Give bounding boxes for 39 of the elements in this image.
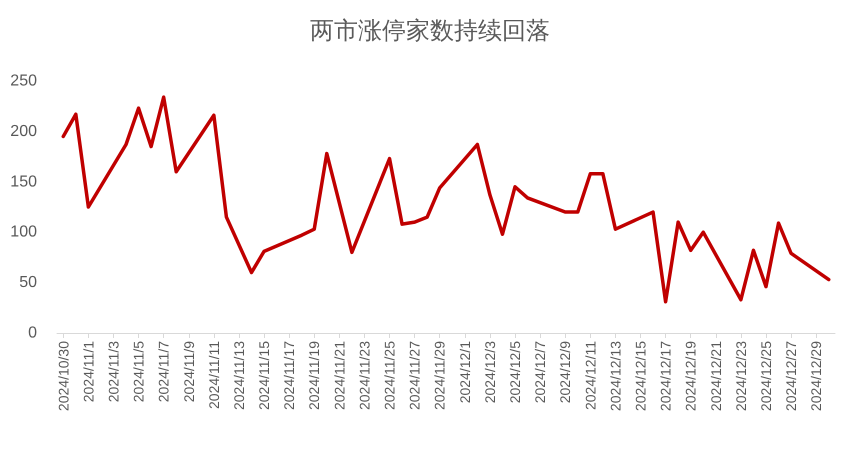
x-tick-label: 2024/11/13 xyxy=(230,340,247,410)
y-tick-label: 150 xyxy=(10,173,38,190)
x-tick-label: 2024/12/7 xyxy=(532,340,548,404)
x-tick-label: 2024/11/23 xyxy=(356,340,372,410)
x-tick-label: 2024/12/23 xyxy=(732,340,749,412)
x-tick-label: 2024/10/30 xyxy=(55,340,72,412)
x-tick-label: 2024/12/13 xyxy=(607,340,624,412)
x-tick-label: 2024/11/7 xyxy=(156,340,172,402)
x-tick-label: 2024/11/5 xyxy=(130,340,147,402)
x-tick-label: 2024/11/17 xyxy=(281,340,298,410)
x-tick-label: 2024/11/3 xyxy=(105,340,122,402)
y-tick-label: 200 xyxy=(10,122,38,140)
x-tick-label: 2024/12/25 xyxy=(758,340,774,412)
y-tick-label: 50 xyxy=(19,274,38,292)
x-tick-label: 2024/12/9 xyxy=(557,340,574,404)
x-tick-label: 2024/11/11 xyxy=(206,340,222,409)
x-tick-label: 2024/11/1 xyxy=(80,340,96,402)
x-tick-label: 2024/12/1 xyxy=(456,340,473,404)
y-tick-label: 0 xyxy=(28,324,38,342)
x-tick-label: 2024/12/17 xyxy=(658,340,674,412)
x-tick-label: 2024/12/3 xyxy=(482,340,498,404)
x-tick-label: 2024/12/5 xyxy=(507,340,524,404)
x-tick-label: 2024/12/19 xyxy=(682,340,699,412)
x-tick-label: 2024/11/19 xyxy=(306,340,322,410)
x-tick-label: 2024/12/11 xyxy=(582,340,598,410)
x-tick-label: 2024/12/15 xyxy=(632,340,648,412)
x-tick-label: 2024/12/27 xyxy=(783,340,800,412)
x-tick-label: 2024/11/21 xyxy=(331,340,348,410)
x-tick-label: 2024/11/25 xyxy=(382,340,398,410)
x-tick-label: 2024/11/27 xyxy=(406,340,423,410)
x-tick-label: 2024/11/15 xyxy=(256,340,272,410)
x-tick-label: 2024/12/21 xyxy=(708,340,724,412)
y-tick-label: 250 xyxy=(10,72,38,90)
x-tick-label: 2024/11/29 xyxy=(432,340,448,410)
x-tick-label: 2024/11/9 xyxy=(180,340,197,402)
y-tick-label: 100 xyxy=(10,224,38,241)
chart-title: 两市涨停家数持续回落 xyxy=(310,18,550,44)
line-series xyxy=(62,95,830,304)
x-tick-label: 2024/12/29 xyxy=(808,340,824,412)
